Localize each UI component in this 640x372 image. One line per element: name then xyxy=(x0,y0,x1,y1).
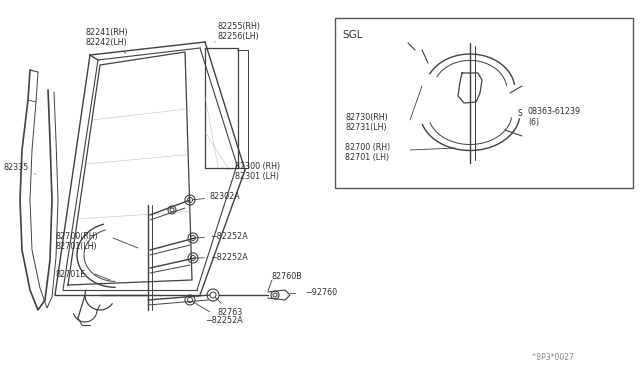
Text: 82700 (RH)
82701 (LH): 82700 (RH) 82701 (LH) xyxy=(345,143,390,163)
Circle shape xyxy=(462,80,478,96)
Text: (6): (6) xyxy=(528,118,539,127)
Text: 82335: 82335 xyxy=(4,164,35,174)
Text: 82701E: 82701E xyxy=(55,270,85,279)
Text: −82252A: −82252A xyxy=(193,301,243,325)
Text: S: S xyxy=(518,109,522,118)
Text: 82730(RH)
82731(LH): 82730(RH) 82731(LH) xyxy=(345,113,388,132)
Text: 82763: 82763 xyxy=(215,297,243,317)
Bar xyxy=(335,18,633,188)
Text: 82302A: 82302A xyxy=(193,192,241,201)
Text: ^8P3*0027: ^8P3*0027 xyxy=(530,353,574,362)
Text: SGL: SGL xyxy=(342,30,362,40)
Text: 82255(RH)
82256(LH): 82255(RH) 82256(LH) xyxy=(215,22,261,42)
Text: 08363-61239: 08363-61239 xyxy=(528,107,581,116)
Text: −82252A: −82252A xyxy=(196,253,248,262)
Text: −92760: −92760 xyxy=(305,288,337,297)
Text: 82700(RH)
82701(LH): 82700(RH) 82701(LH) xyxy=(55,232,98,251)
Text: −82252A: −82252A xyxy=(196,232,248,241)
Text: 82300 (RH)
82301 (LH): 82300 (RH) 82301 (LH) xyxy=(223,162,280,182)
Text: 82760B: 82760B xyxy=(272,272,303,281)
Text: 82241(RH)
82242(LH): 82241(RH) 82242(LH) xyxy=(85,28,128,53)
